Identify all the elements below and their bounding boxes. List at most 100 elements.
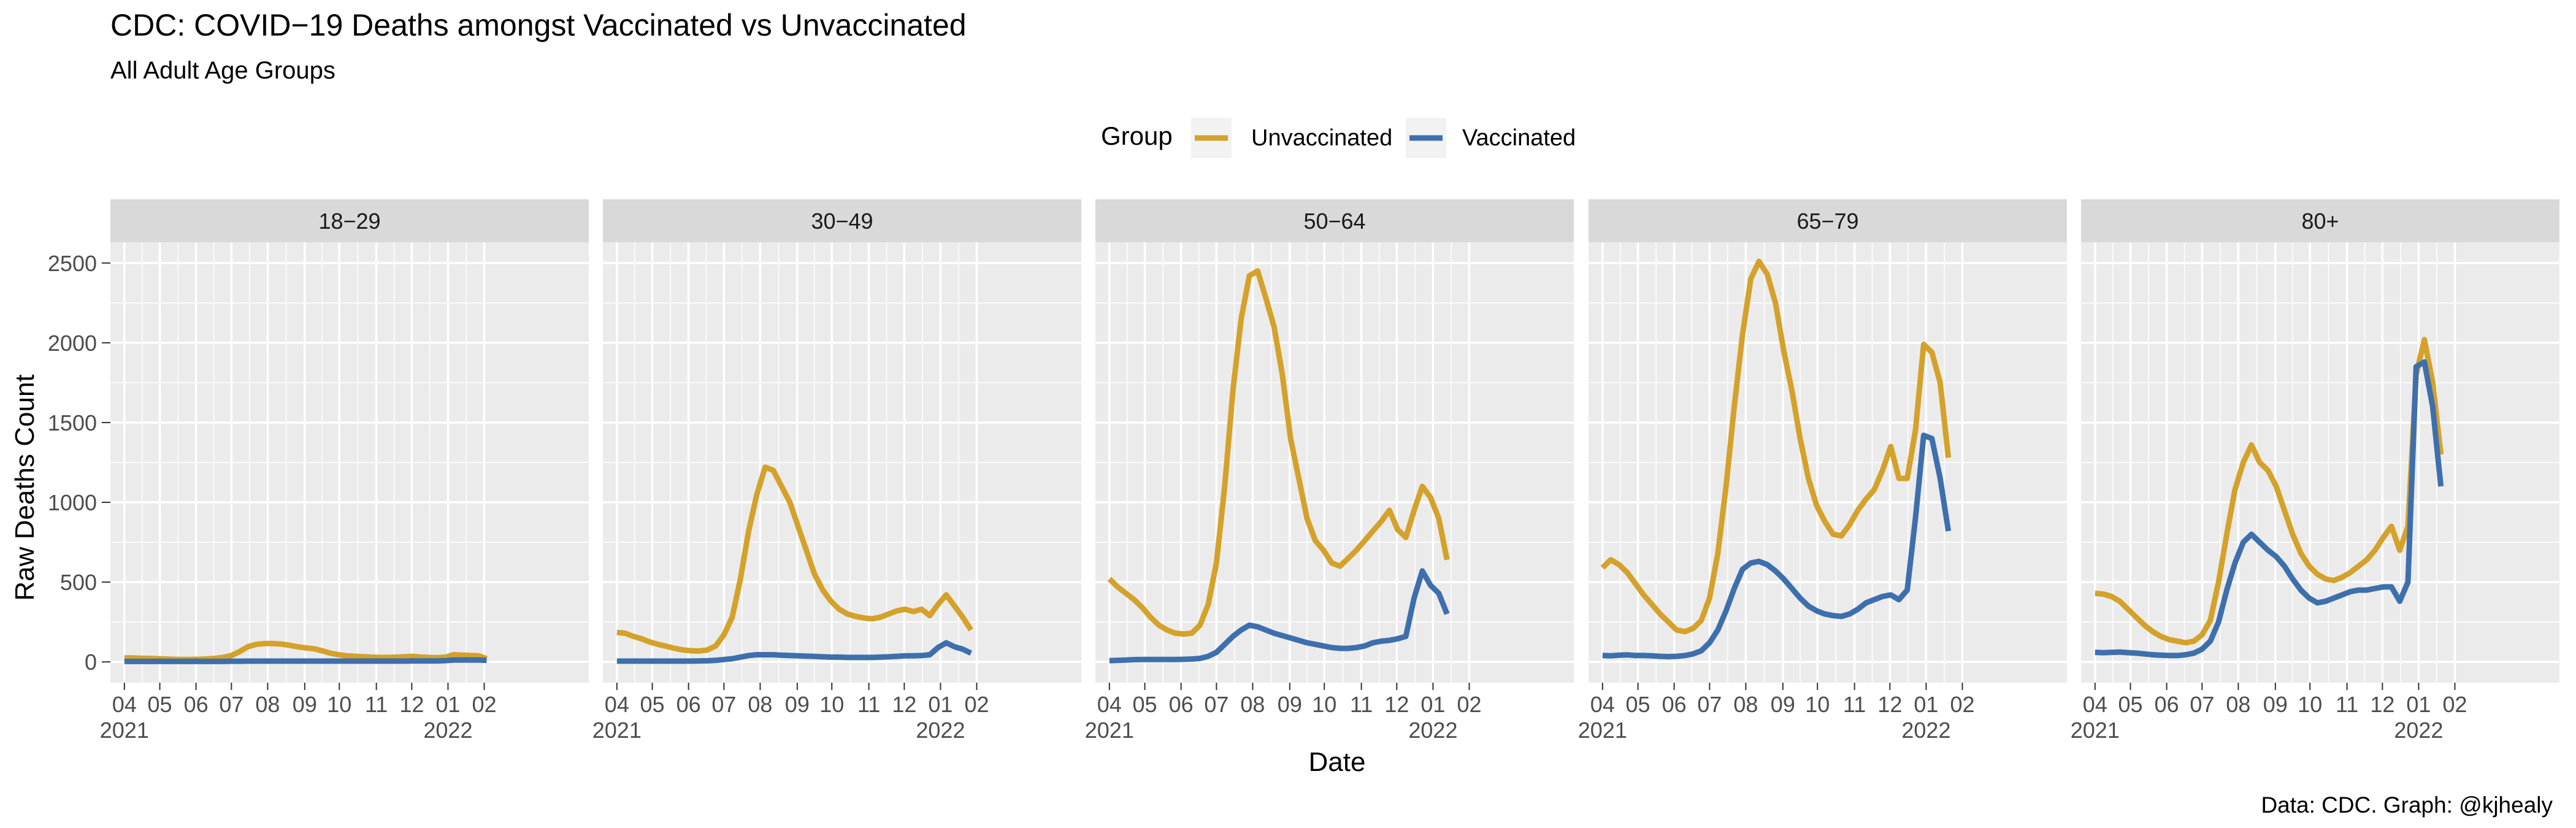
x-tick-label: 04	[1097, 692, 1122, 717]
x-tick-label: 02	[1457, 692, 1481, 717]
x-tick-label: 09	[1278, 692, 1302, 717]
x-tick-label: 05	[1133, 692, 1157, 717]
facet-strip	[2081, 199, 2559, 242]
x-tick-label: 09	[785, 692, 810, 717]
legend-title: Group	[1101, 121, 1173, 150]
y-tick-label: 2500	[48, 251, 97, 276]
facet-strip-label: 18−29	[318, 209, 380, 234]
x-tick-label: 11	[1843, 692, 1866, 717]
x-tick-label: 11	[857, 692, 880, 717]
x-tick-label: 06	[2155, 692, 2179, 717]
x-tick-label: 05	[640, 692, 665, 717]
x-tick-label: 02	[472, 692, 496, 717]
series-line-unvaccinated	[1600, 258, 1952, 635]
x-tick-year-label: 2021	[2071, 718, 2120, 743]
x-tick-label: 04	[605, 692, 629, 717]
y-axis: 0 500 1000 1500 2000 2500	[48, 251, 110, 675]
series-line-unvaccinated	[1107, 268, 1450, 637]
facet-strip	[110, 199, 589, 242]
x-tick-label: 10	[819, 692, 844, 717]
x-tick-year-label: 2022	[1408, 718, 1457, 743]
x-tick-label: 02	[964, 692, 989, 717]
x-tick-label: 12	[2370, 692, 2394, 717]
x-tick-label: 12	[399, 692, 424, 717]
x-tick-label: 04	[1590, 692, 1615, 717]
x-tick-label: 09	[1771, 692, 1795, 717]
x-tick-label: 01	[2406, 692, 2431, 717]
x-tick-label: 04	[2083, 692, 2107, 717]
y-tick-label: 0	[85, 650, 97, 675]
x-tick-year-label: 2022	[916, 718, 965, 743]
x-tick-label: 01	[928, 692, 953, 717]
x-tick-label: 08	[748, 692, 772, 717]
chart-title: CDC: COVID−19 Deaths amongst Vaccinated …	[110, 8, 967, 42]
x-axis-title: Date	[1309, 747, 1366, 777]
x-tick-label: 07	[2190, 692, 2214, 717]
facet-strip-label: 80+	[2301, 209, 2339, 234]
x-tick-label: 07	[1697, 692, 1722, 717]
x-tick-label: 09	[293, 692, 317, 717]
facet-strip	[1589, 199, 2067, 242]
facet-strip	[1095, 199, 1574, 242]
x-tick-year-label: 2021	[1085, 718, 1134, 743]
chart-subtitle: All Adult Age Groups	[110, 57, 335, 84]
x-tick-label: 05	[1626, 692, 1650, 717]
legend-label-unvaccinated: Unvaccinated	[1251, 125, 1392, 151]
x-tick-label: 11	[365, 692, 388, 717]
x-tick-label: 07	[219, 692, 243, 717]
x-tick-label: 09	[2263, 692, 2288, 717]
series-line-unvaccinated	[2095, 337, 2444, 646]
x-tick-label: 06	[184, 692, 209, 717]
x-tick-label: 07	[1204, 692, 1229, 717]
x-tick-label: 08	[1733, 692, 1758, 717]
facet-strip	[603, 199, 1081, 242]
x-tick-label: 10	[1312, 692, 1336, 717]
series-line-vaccinated	[1602, 432, 1952, 660]
x-tick-label: 06	[677, 692, 701, 717]
x-tick-year-label: 2021	[592, 718, 642, 743]
x-tick-label: 11	[1350, 692, 1373, 717]
series-line-vaccinated	[124, 657, 487, 664]
x-tick-label: 12	[892, 692, 916, 717]
x-tick-label: 06	[1662, 692, 1687, 717]
series-line-unvaccinated	[616, 464, 973, 654]
y-axis-title: Raw Deaths Count	[10, 374, 40, 600]
x-tick-label: 06	[1169, 692, 1194, 717]
x-tick-label: 08	[2226, 692, 2250, 717]
series-line-vaccinated	[2095, 359, 2444, 659]
x-tick-label: 02	[2442, 692, 2467, 717]
x-tick-label: 08	[1240, 692, 1265, 717]
x-tick-label: 04	[112, 692, 137, 717]
x-tick-year-label: 2021	[1578, 718, 1627, 743]
y-tick-label: 2000	[48, 331, 97, 356]
y-tick-label: 1000	[48, 490, 97, 515]
x-tick-label: 01	[435, 692, 460, 717]
series-line-vaccinated	[616, 640, 973, 664]
y-tick-label: 500	[60, 570, 97, 595]
x-tick-label: 10	[1805, 692, 1830, 717]
x-tick-label: 12	[1877, 692, 1902, 717]
x-tick-label: 07	[711, 692, 736, 717]
x-tick-label: 02	[1950, 692, 1974, 717]
x-tick-label: 10	[2298, 692, 2322, 717]
x-tick-label: 05	[2118, 692, 2143, 717]
facet-strip-label: 30−49	[811, 209, 873, 234]
x-tick-year-label: 2022	[423, 718, 472, 743]
legend-label-vaccinated: Vaccinated	[1462, 125, 1576, 151]
x-tick-label: 08	[255, 692, 280, 717]
x-tick-label: 12	[1384, 692, 1409, 717]
x-tick-label: 10	[327, 692, 351, 717]
x-tick-year-label: 2022	[1901, 718, 1950, 743]
caption: Data: CDC. Graph: @kjhealy	[2261, 792, 2553, 818]
facet-strip-label: 50−64	[1303, 209, 1365, 234]
x-tick-label: 01	[1420, 692, 1445, 717]
x-tick-year-label: 2022	[2394, 718, 2443, 743]
x-tick-label: 01	[1914, 692, 1938, 717]
